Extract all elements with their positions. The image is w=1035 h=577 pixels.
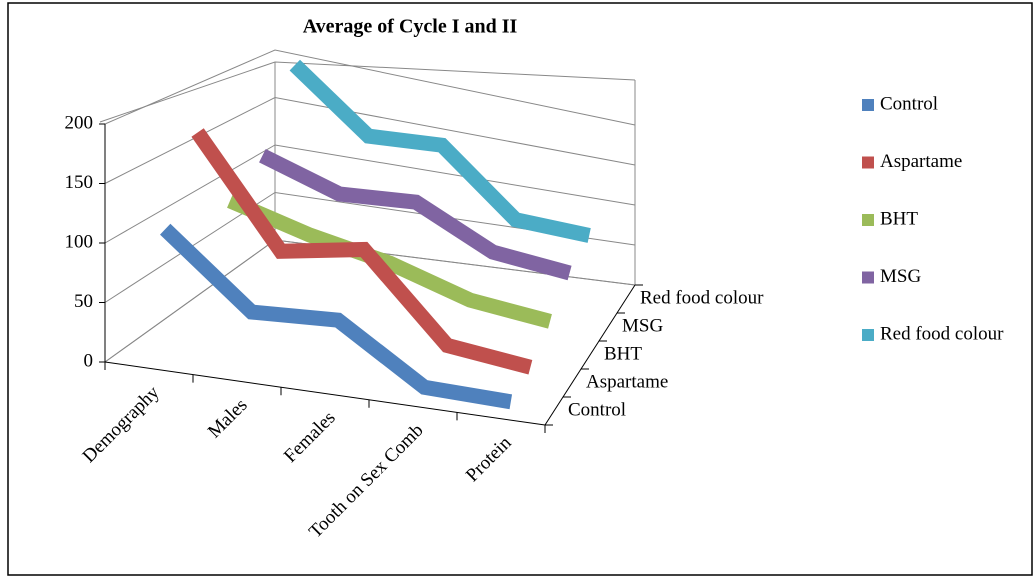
series-ribbon bbox=[191, 128, 533, 375]
y-tick-label: 150 bbox=[65, 172, 94, 193]
legend-swatch bbox=[862, 214, 874, 226]
legend-swatch bbox=[862, 329, 874, 341]
chart-title: Average of Cycle I and II bbox=[303, 16, 518, 38]
series-ribbon bbox=[259, 148, 572, 281]
legend-label: BHT bbox=[880, 208, 918, 229]
legend-label: Control bbox=[880, 93, 938, 114]
y-tick-label: 50 bbox=[74, 291, 93, 312]
legend-label: Red food colour bbox=[880, 323, 1004, 344]
series-ribbon bbox=[160, 223, 513, 410]
chart-frame bbox=[7, 2, 1033, 576]
y-tick-label: 100 bbox=[65, 231, 94, 252]
wall-edge bbox=[99, 61, 636, 123]
series-ribbon bbox=[227, 193, 552, 329]
grid-line bbox=[104, 144, 636, 244]
legend-label: Aspartame bbox=[880, 151, 962, 172]
depth-tick-label: Red food colour bbox=[640, 287, 764, 308]
legend-swatch bbox=[862, 99, 874, 111]
legend-swatch bbox=[862, 156, 874, 169]
depth-tick-label: Aspartame bbox=[586, 371, 668, 392]
y-tick-label: 200 bbox=[65, 112, 94, 133]
y-tick-label: 0 bbox=[84, 350, 94, 371]
depth-axis bbox=[544, 284, 636, 426]
x-axis bbox=[104, 361, 546, 426]
legend-swatch bbox=[862, 271, 874, 284]
series-ribbon bbox=[289, 59, 591, 243]
depth-tick-label: MSG bbox=[622, 315, 663, 336]
depth-tick-label: BHT bbox=[604, 343, 642, 364]
grid-line bbox=[104, 191, 636, 303]
grid-line bbox=[104, 49, 636, 126]
grid-line bbox=[104, 96, 636, 184]
depth-tick-label: Control bbox=[568, 399, 626, 420]
legend-label: MSG bbox=[880, 266, 921, 287]
